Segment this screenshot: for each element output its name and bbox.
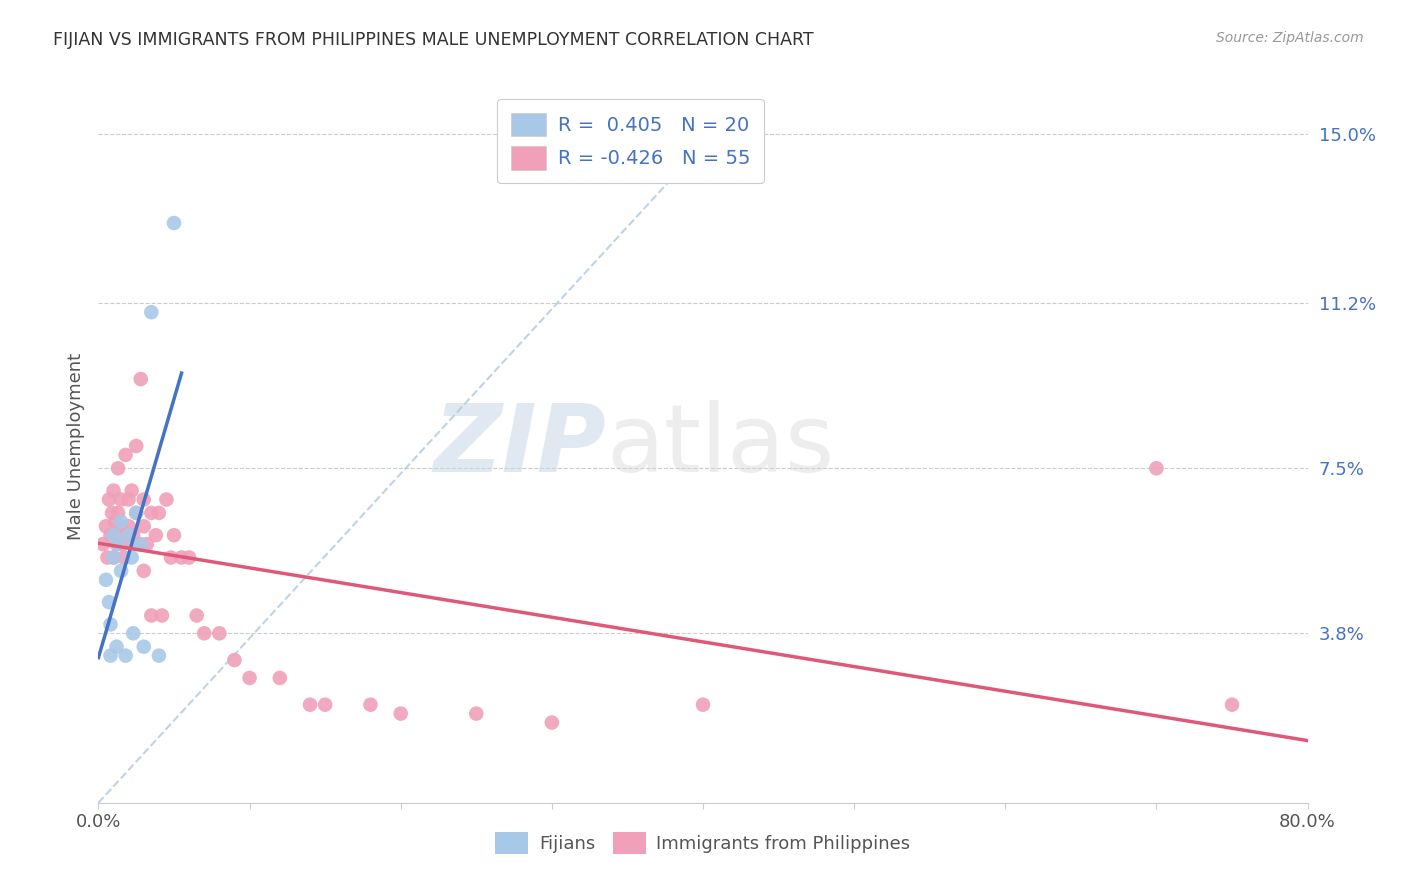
Point (224, 653, 246, 667)
Point (110, 492, 132, 507)
Text: atlas: atlas (606, 400, 835, 492)
Point (314, 698, 336, 712)
Point (465, 706, 488, 721)
Point (155, 492, 177, 507)
Point (692, 698, 714, 712)
Point (105, 640, 128, 654)
Point (193, 626, 215, 640)
Point (103, 528, 125, 542)
Point (100, 528, 122, 542)
Point (132, 640, 155, 654)
Point (148, 648, 170, 663)
Point (299, 698, 322, 712)
Point (163, 216, 186, 230)
Point (208, 626, 231, 640)
Point (129, 537, 152, 551)
Point (1144, 461, 1167, 475)
Point (540, 715, 562, 730)
Point (103, 550, 125, 565)
Point (101, 506, 124, 520)
Point (110, 519, 132, 533)
Text: ZIP: ZIP (433, 400, 606, 492)
Text: FIJIAN VS IMMIGRANTS FROM PHILIPPINES MALE UNEMPLOYMENT CORRELATION CHART: FIJIAN VS IMMIGRANTS FROM PHILIPPINES MA… (53, 31, 814, 49)
Point (111, 537, 134, 551)
Legend: Fijians, Immigrants from Philippines: Fijians, Immigrants from Philippines (485, 822, 921, 865)
Point (103, 550, 125, 565)
Point (269, 671, 291, 685)
Point (98, 595, 121, 609)
Point (129, 372, 152, 386)
Point (179, 550, 201, 565)
Point (104, 515, 127, 529)
Point (125, 506, 148, 520)
Point (122, 626, 145, 640)
Point (122, 528, 145, 542)
Point (121, 483, 143, 498)
Point (114, 448, 136, 462)
Point (132, 492, 155, 507)
Point (114, 648, 136, 663)
Point (132, 519, 155, 533)
Point (125, 439, 148, 453)
Point (94, 573, 117, 587)
Point (103, 483, 125, 498)
Point (160, 550, 183, 565)
Point (163, 528, 186, 542)
Point (107, 506, 129, 520)
Point (150, 608, 173, 623)
Point (239, 671, 262, 685)
Point (141, 506, 163, 520)
Point (118, 492, 141, 507)
Point (100, 617, 122, 632)
Point (186, 608, 208, 623)
Point (125, 506, 148, 520)
Point (107, 537, 129, 551)
Point (121, 550, 143, 565)
Point (110, 564, 132, 578)
Point (118, 528, 141, 542)
Point (91, 537, 114, 551)
Text: Source: ZipAtlas.com: Source: ZipAtlas.com (1216, 31, 1364, 45)
Point (98, 492, 121, 507)
Point (1220, 698, 1243, 712)
Point (96, 550, 118, 565)
Point (360, 698, 382, 712)
Point (110, 515, 132, 529)
Point (141, 305, 163, 319)
Point (107, 461, 129, 475)
Point (132, 564, 155, 578)
Point (94, 519, 117, 533)
Point (105, 537, 128, 551)
Y-axis label: Male Unemployment: Male Unemployment (66, 352, 84, 540)
Point (112, 550, 135, 565)
Point (135, 537, 157, 551)
Point (114, 528, 136, 542)
Point (100, 648, 122, 663)
Point (148, 506, 170, 520)
Point (141, 608, 163, 623)
Point (389, 706, 412, 721)
Point (170, 550, 193, 565)
Point (118, 519, 141, 533)
Point (127, 537, 149, 551)
Point (145, 528, 167, 542)
